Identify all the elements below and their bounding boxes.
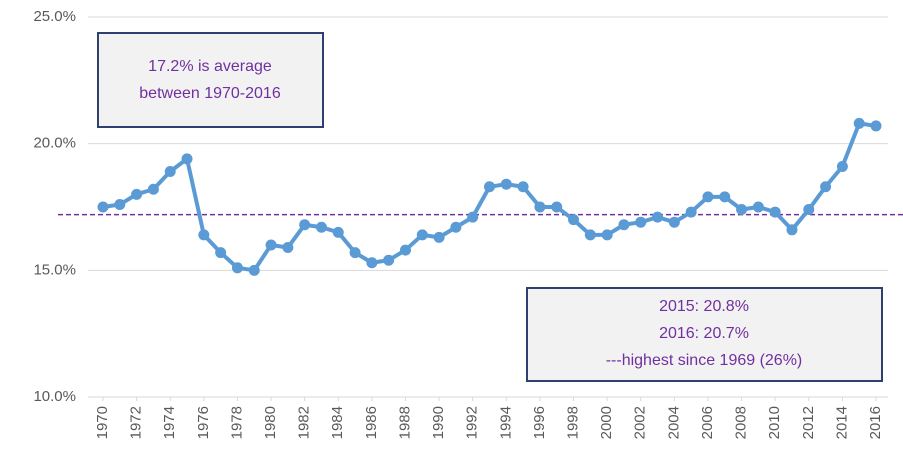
data-point <box>752 201 764 213</box>
x-tick-label: 1998 <box>564 406 581 439</box>
data-point <box>484 181 495 193</box>
annotation-text: 17.2% is average <box>148 58 272 75</box>
data-point <box>500 178 512 190</box>
x-tick-label: 1990 <box>430 406 447 439</box>
annotation-text: between 1970-2016 <box>139 85 281 102</box>
data-point <box>652 211 664 223</box>
data-point <box>248 264 260 276</box>
data-point <box>433 231 445 243</box>
x-tick-label: 1992 <box>464 406 481 439</box>
x-tick-label: 1970 <box>94 406 111 439</box>
x-tick-label: 1974 <box>161 406 178 439</box>
data-point <box>315 221 327 233</box>
data-point <box>803 204 815 216</box>
annotation-text: 2016: 20.7% <box>659 325 749 342</box>
data-point <box>215 247 227 259</box>
x-tick-label: 1984 <box>329 406 346 439</box>
annotation-box <box>97 32 324 128</box>
data-point <box>870 120 882 132</box>
data-point <box>736 204 748 216</box>
annotation-text: ---highest since 1969 (26%) <box>606 352 803 369</box>
data-point <box>399 244 411 256</box>
y-tick-label: 15.0% <box>33 261 76 278</box>
x-tick-label: 1982 <box>296 406 313 439</box>
data-point <box>147 183 159 195</box>
y-tick-label: 25.0% <box>33 8 76 25</box>
data-point <box>332 226 344 238</box>
x-tick-label: 1980 <box>262 406 279 439</box>
x-tick-label: 1988 <box>396 406 413 439</box>
data-point <box>853 117 865 129</box>
data-point <box>702 191 714 203</box>
data-point <box>534 201 546 213</box>
data-point <box>584 229 596 241</box>
data-point <box>114 198 126 210</box>
data-point <box>635 216 647 228</box>
data-point <box>164 166 176 178</box>
x-tick-label: 2000 <box>598 406 615 439</box>
data-point <box>450 221 462 233</box>
x-tick-label: 2010 <box>766 406 783 439</box>
data-point <box>97 201 109 213</box>
data-point <box>383 254 395 266</box>
data-point <box>601 229 613 241</box>
x-tick-label: 2004 <box>665 406 682 439</box>
data-point <box>685 206 697 218</box>
data-point <box>719 191 731 203</box>
data-point <box>231 262 243 274</box>
data-point <box>282 242 294 254</box>
data-point <box>198 229 210 241</box>
annotation-text: 2015: 20.8% <box>659 298 749 315</box>
data-point <box>836 160 848 172</box>
x-tick-label: 1986 <box>363 406 380 439</box>
x-tick-label: 2012 <box>800 406 817 439</box>
data-point <box>181 153 193 165</box>
data-point <box>517 181 529 193</box>
data-point <box>467 211 479 223</box>
x-tick-label: 1976 <box>195 406 212 439</box>
data-point <box>551 201 563 213</box>
x-tick-label: 2006 <box>699 406 716 439</box>
data-point <box>349 247 361 259</box>
data-point <box>299 219 311 231</box>
x-tick-label: 1994 <box>497 406 514 439</box>
data-point <box>131 188 143 200</box>
x-tick-label: 2008 <box>733 406 750 439</box>
data-point <box>668 216 680 228</box>
x-tick-label: 1996 <box>531 406 548 439</box>
data-point <box>416 229 428 241</box>
data-point <box>265 239 277 251</box>
data-point <box>366 257 378 269</box>
x-tick-label: 1972 <box>128 406 145 439</box>
data-point <box>820 181 832 193</box>
data-point <box>786 224 798 236</box>
y-tick-label: 20.0% <box>33 135 76 152</box>
x-tick-label: 2014 <box>833 406 850 439</box>
data-point <box>568 214 580 226</box>
x-tick-label: 1978 <box>228 406 245 439</box>
x-tick-label: 2016 <box>867 406 884 439</box>
data-point <box>618 219 630 231</box>
y-tick-label: 10.0% <box>33 388 76 405</box>
x-tick-label: 2002 <box>632 406 649 439</box>
data-point <box>769 206 781 218</box>
annotation-box <box>526 287 883 382</box>
